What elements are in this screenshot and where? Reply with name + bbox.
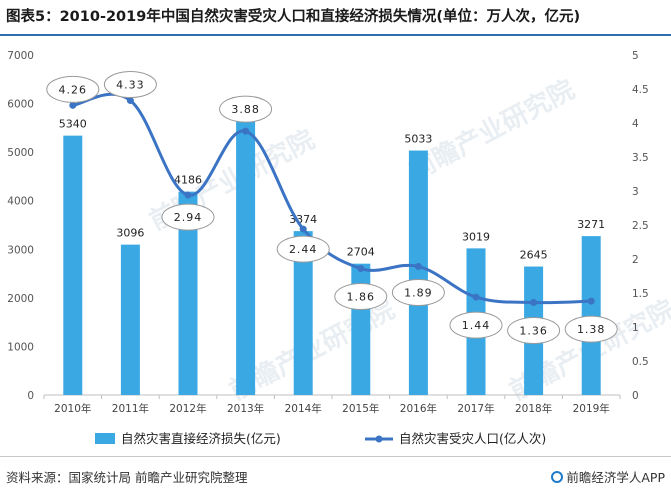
line-point bbox=[357, 265, 365, 273]
y-right-tick-label: 0 bbox=[632, 390, 639, 402]
legend-swatch-line-point bbox=[375, 435, 383, 443]
bar bbox=[63, 135, 83, 395]
line-data-label: 2.44 bbox=[289, 243, 318, 256]
line-point bbox=[242, 127, 250, 135]
y-left-tick-label: 4000 bbox=[7, 196, 34, 208]
bar-data-label: 3096 bbox=[116, 227, 144, 240]
line-label-bubble bbox=[161, 203, 215, 231]
brand: 前瞻经济学人APP bbox=[551, 467, 665, 486]
legend-swatch-bar bbox=[95, 433, 115, 444]
line-data-label: 4.26 bbox=[59, 83, 88, 96]
bar bbox=[236, 112, 256, 395]
title-rule bbox=[0, 34, 671, 36]
line-data-label: 3.88 bbox=[231, 103, 260, 116]
line-point bbox=[126, 97, 134, 105]
x-tick-label: 2011年 bbox=[112, 402, 149, 415]
line-data-label: 1.44 bbox=[462, 319, 491, 332]
line-point bbox=[587, 297, 595, 305]
y-right-tick-label: 4.5 bbox=[632, 84, 649, 96]
y-left-tick-label: 3000 bbox=[7, 244, 34, 256]
y-left-tick-label: 7000 bbox=[7, 50, 34, 62]
x-tick-label: 2017年 bbox=[457, 402, 494, 415]
y-left-tick-label: 2000 bbox=[7, 293, 34, 305]
bar bbox=[178, 191, 198, 395]
line-label-bubble bbox=[507, 317, 561, 345]
legend-label-bar: 自然灾害直接经济损失(亿元) bbox=[121, 431, 281, 446]
footer-rule bbox=[0, 456, 671, 457]
line-label-bubble bbox=[334, 283, 388, 311]
x-tick-label: 2016年 bbox=[400, 402, 437, 415]
bar-data-label: 3019 bbox=[462, 230, 490, 243]
bar bbox=[293, 231, 313, 395]
line-series bbox=[72, 92, 592, 305]
line-label-bubble bbox=[564, 315, 618, 343]
x-tick-label: 2018年 bbox=[515, 402, 552, 415]
bar-data-label: 2704 bbox=[347, 246, 375, 259]
line-label-bubble bbox=[449, 311, 503, 339]
x-tick-label: 2014年 bbox=[285, 402, 322, 415]
line-label-bubble bbox=[46, 75, 100, 103]
line-data-label: 1.89 bbox=[404, 286, 433, 299]
line-label-bubble bbox=[276, 235, 330, 263]
y-right-tick-label: 1 bbox=[632, 322, 639, 334]
line-data-label: 4.33 bbox=[116, 79, 145, 92]
y-right-tick-label: 4 bbox=[632, 118, 639, 130]
x-tick-label: 2012年 bbox=[169, 402, 206, 415]
y-right-tick-label: 3 bbox=[632, 186, 639, 198]
legend-label-line: 自然灾害受灾人口(亿人次) bbox=[399, 431, 546, 446]
y-left-tick-label: 0 bbox=[27, 390, 34, 402]
line-point bbox=[530, 299, 538, 307]
line-point bbox=[299, 225, 307, 233]
bar bbox=[408, 150, 428, 395]
bar-data-label: 2645 bbox=[520, 249, 548, 262]
line-label-bubble bbox=[391, 278, 445, 306]
y-right-tick-label: 2.5 bbox=[632, 220, 649, 232]
chart-canvas: 0 1000 2000 3000 4000 5000 6000 7000 0 0.5 1 1.5 2 2.… bbox=[7, 50, 649, 446]
y-right-tick-label: 3.5 bbox=[632, 152, 649, 164]
x-tick-label: 2013年 bbox=[227, 402, 264, 415]
brand-logo-icon bbox=[551, 471, 564, 483]
bar-data-label: 3271 bbox=[577, 218, 605, 231]
bar-data-label: 5033 bbox=[404, 133, 432, 146]
y-left-tick-label: 6000 bbox=[7, 99, 34, 111]
x-tick-label: 2015年 bbox=[342, 402, 379, 415]
y-right-tick-label: 0.5 bbox=[632, 356, 649, 368]
y-right-tick-label: 5 bbox=[632, 50, 639, 62]
line-data-label: 1.38 bbox=[577, 323, 606, 336]
line-label-bubble bbox=[103, 71, 157, 99]
x-tick-label: 2019年 bbox=[573, 402, 610, 415]
y-left-tick-label: 1000 bbox=[7, 341, 34, 353]
bar bbox=[120, 244, 140, 395]
line-point bbox=[69, 101, 77, 109]
line-label-bubble bbox=[219, 95, 273, 123]
brand-label: 前瞻经济学人APP bbox=[566, 470, 665, 485]
line-data-label: 1.36 bbox=[519, 325, 548, 338]
bar-data-label: 4186 bbox=[174, 174, 202, 187]
bar-data-label: 5340 bbox=[59, 118, 87, 131]
bar bbox=[581, 236, 601, 395]
chart-title: 图表5：2010-2019年中国自然灾害受灾人口和直接经济损失情况(单位：万人次… bbox=[6, 9, 581, 25]
y-right-tick-label: 2 bbox=[632, 254, 639, 266]
line-data-label: 2.94 bbox=[174, 211, 203, 224]
y-right-tick-label: 1.5 bbox=[632, 288, 649, 300]
line-point bbox=[184, 191, 192, 199]
line-point bbox=[472, 293, 480, 301]
y-left-tick-label: 5000 bbox=[7, 147, 34, 159]
line-point bbox=[414, 262, 422, 270]
x-tick-label: 2010年 bbox=[54, 402, 91, 415]
line-data-label: 1.86 bbox=[347, 291, 376, 304]
source-note: 资料来源：国家统计局 前瞻产业研究院整理 bbox=[6, 470, 248, 485]
